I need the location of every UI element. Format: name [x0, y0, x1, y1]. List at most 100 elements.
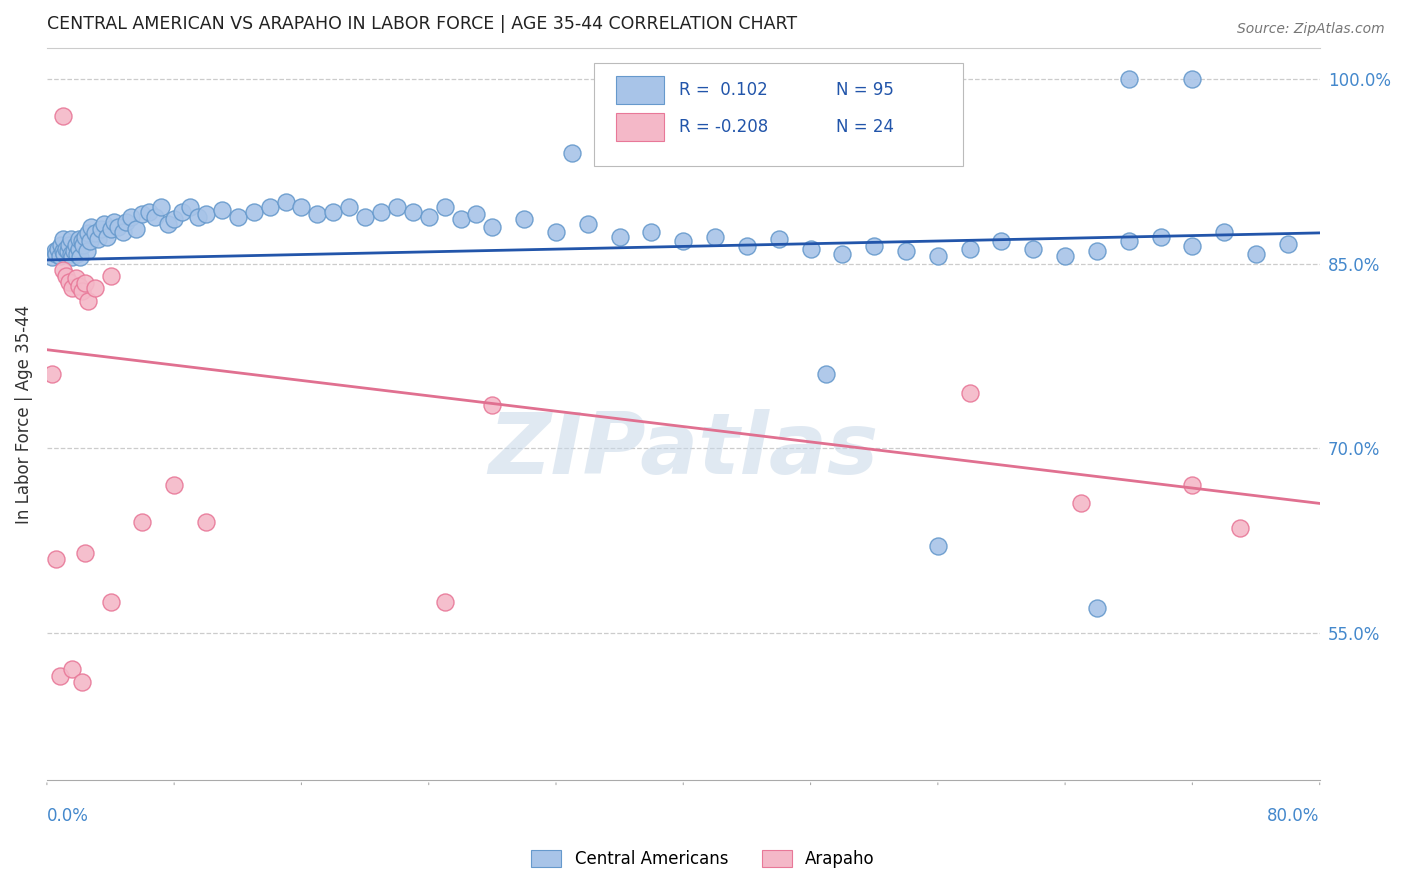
Point — [640, 225, 662, 239]
Point — [131, 207, 153, 221]
Point — [41, 368, 63, 382]
Point — [1181, 478, 1204, 492]
Point — [67, 278, 90, 293]
Point — [67, 232, 90, 246]
Point — [927, 249, 949, 263]
Legend: Central Americans, Arapaho: Central Americans, Arapaho — [524, 843, 882, 875]
Point — [433, 595, 456, 609]
Point — [195, 515, 218, 529]
Point — [69, 251, 91, 265]
Point — [83, 226, 105, 240]
Point — [45, 551, 67, 566]
Point — [418, 210, 440, 224]
Point — [75, 229, 97, 244]
Point — [894, 244, 917, 259]
Point — [100, 222, 122, 236]
Point — [1229, 521, 1251, 535]
Point — [385, 200, 408, 214]
Point — [75, 277, 97, 291]
Point — [799, 242, 821, 256]
Point — [768, 232, 790, 246]
Point — [1244, 247, 1267, 261]
Point — [259, 200, 281, 214]
Point — [1181, 72, 1204, 87]
Point — [672, 121, 695, 136]
Point — [65, 238, 87, 252]
Point — [67, 242, 90, 256]
Text: ZIPatlas: ZIPatlas — [488, 409, 879, 492]
Point — [959, 385, 981, 400]
Point — [1085, 601, 1108, 615]
Point — [831, 247, 853, 261]
Point — [172, 205, 194, 219]
Text: R =  0.102: R = 0.102 — [679, 81, 768, 99]
Point — [60, 281, 83, 295]
Point — [52, 262, 75, 277]
Point — [46, 242, 69, 256]
Point — [60, 251, 83, 265]
Point — [60, 662, 83, 676]
Point — [735, 239, 758, 253]
Point — [1085, 244, 1108, 259]
Text: 0.0%: 0.0% — [46, 807, 89, 825]
Point — [65, 271, 87, 285]
Point — [52, 244, 75, 259]
Point — [187, 210, 209, 224]
Point — [576, 217, 599, 231]
Point — [1022, 242, 1045, 256]
Point — [163, 478, 186, 492]
Point — [433, 200, 456, 214]
Point — [100, 595, 122, 609]
Point — [48, 668, 70, 682]
Point — [211, 202, 233, 217]
Point — [1070, 496, 1092, 510]
Point — [80, 219, 103, 234]
Text: N = 95: N = 95 — [837, 81, 894, 99]
Point — [609, 229, 631, 244]
Point — [290, 200, 312, 214]
Point — [44, 244, 66, 259]
Point — [481, 398, 503, 412]
Text: N = 24: N = 24 — [837, 118, 894, 136]
Point — [307, 207, 329, 221]
Point — [481, 219, 503, 234]
Point — [959, 242, 981, 256]
Point — [77, 293, 100, 308]
Point — [58, 275, 80, 289]
Point — [1277, 236, 1299, 251]
Text: 80.0%: 80.0% — [1267, 807, 1320, 825]
Point — [45, 247, 67, 261]
Point — [990, 235, 1012, 249]
Point — [120, 210, 142, 224]
Point — [370, 205, 392, 219]
Point — [103, 215, 125, 229]
Text: Source: ZipAtlas.com: Source: ZipAtlas.com — [1237, 22, 1385, 37]
Point — [1181, 239, 1204, 253]
Point — [1054, 249, 1077, 263]
Point — [51, 238, 73, 252]
Point — [93, 217, 115, 231]
Point — [55, 268, 77, 283]
Point — [48, 249, 70, 263]
Point — [1149, 229, 1171, 244]
Point — [704, 229, 727, 244]
Point — [150, 200, 173, 214]
Point — [125, 222, 148, 236]
Point — [672, 235, 695, 249]
Text: R = -0.208: R = -0.208 — [679, 118, 769, 136]
Point — [70, 284, 93, 298]
Point — [59, 232, 82, 246]
Point — [354, 210, 377, 224]
Point — [226, 210, 249, 224]
Point — [195, 207, 218, 221]
Point — [56, 244, 79, 259]
Point — [90, 222, 112, 236]
Point — [138, 205, 160, 219]
Point — [58, 238, 80, 252]
Point — [1118, 235, 1140, 249]
Point — [96, 229, 118, 244]
Point — [163, 212, 186, 227]
Point — [70, 235, 93, 249]
Point — [66, 247, 89, 261]
Point — [337, 200, 360, 214]
